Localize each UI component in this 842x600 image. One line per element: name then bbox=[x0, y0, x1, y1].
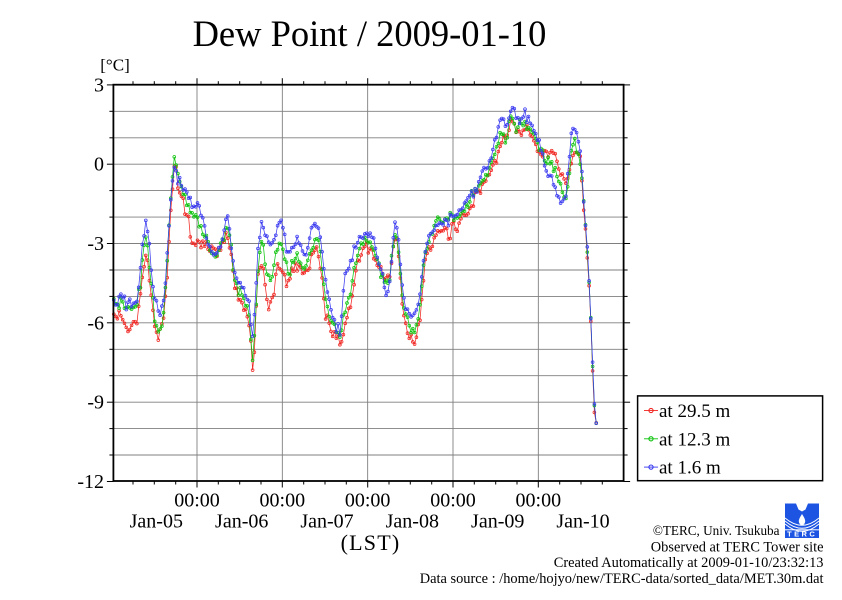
svg-text:00:00: 00:00 bbox=[345, 490, 391, 512]
svg-text:3: 3 bbox=[94, 74, 104, 96]
svg-text:at 1.6 m: at 1.6 m bbox=[659, 458, 721, 479]
svg-text:(LST): (LST) bbox=[341, 530, 401, 555]
svg-text:-12: -12 bbox=[77, 471, 104, 493]
svg-text:Jan-08: Jan-08 bbox=[386, 511, 439, 533]
svg-text:Jan-06: Jan-06 bbox=[215, 511, 268, 533]
svg-text:00:00: 00:00 bbox=[174, 490, 220, 512]
svg-text:Data source : /home/hojyo/new/: Data source : /home/hojyo/new/TERC-data/… bbox=[420, 571, 824, 587]
svg-text:TERC: TERC bbox=[787, 530, 817, 539]
svg-text:00:00: 00:00 bbox=[260, 490, 306, 512]
svg-text:-9: -9 bbox=[87, 392, 104, 414]
svg-text:00:00: 00:00 bbox=[430, 490, 476, 512]
svg-text:Dew Point / 2009-01-10: Dew Point / 2009-01-10 bbox=[193, 13, 547, 54]
svg-text:Jan-09: Jan-09 bbox=[471, 511, 524, 533]
svg-text:at 29.5 m: at 29.5 m bbox=[659, 401, 730, 422]
svg-text:Jan-10: Jan-10 bbox=[556, 511, 609, 533]
svg-text:Jan-05: Jan-05 bbox=[130, 511, 183, 533]
svg-text:©TERC, Univ. Tsukuba: ©TERC, Univ. Tsukuba bbox=[653, 523, 780, 538]
svg-text:00:00: 00:00 bbox=[516, 490, 562, 512]
svg-text:-6: -6 bbox=[87, 312, 104, 334]
svg-text:Observed at TERC Tower site: Observed at TERC Tower site bbox=[651, 540, 824, 556]
svg-text:Created Automatically at 2009-: Created Automatically at 2009-01-10/23:3… bbox=[554, 555, 824, 571]
svg-text:-3: -3 bbox=[87, 233, 104, 255]
svg-text:Jan-07: Jan-07 bbox=[300, 511, 353, 533]
svg-text:at 12.3 m: at 12.3 m bbox=[659, 429, 730, 450]
svg-text:[°C]: [°C] bbox=[100, 56, 129, 75]
svg-text:0: 0 bbox=[94, 154, 104, 176]
